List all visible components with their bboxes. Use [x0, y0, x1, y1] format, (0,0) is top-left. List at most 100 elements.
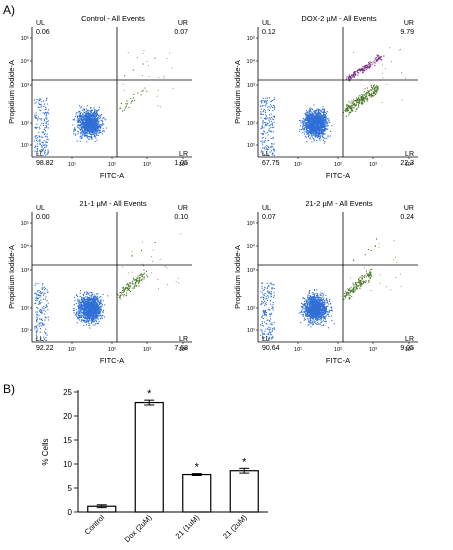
scatter-point-ll [91, 114, 93, 116]
scatter-point-ll [82, 114, 84, 116]
scatter-point-ll [82, 309, 84, 311]
scatter-point-ll [39, 303, 41, 305]
scatter-panel-21-1um: 21-1 µM - All Events 10¹ 10² 10³ 10⁴ 10⁵ 10⁴ 1… [0, 190, 226, 370]
scatter-point-lr [370, 96, 372, 98]
scatter-point-ll [98, 114, 100, 116]
scatter-point-ll [89, 123, 91, 125]
scatter-point-ll [89, 128, 91, 130]
scatter-point-ll [35, 127, 37, 129]
scatter-point-ll [34, 293, 36, 295]
scatter-point-ll [319, 110, 321, 112]
scatter-point-lr [127, 103, 129, 105]
scatter-point-ll [317, 131, 319, 133]
scatter-point-ll [89, 292, 91, 294]
scatter-point-ll [85, 324, 87, 326]
scatter-point-ll [41, 307, 43, 309]
scatter-point-lr [360, 97, 362, 99]
scatter-point-ll [317, 123, 319, 125]
scatter-point-ll [310, 135, 312, 137]
scatter-point-ll [319, 132, 321, 134]
scatter-point-ll [269, 107, 271, 109]
scatter-point-ll [268, 119, 270, 121]
scatter-point-ll [97, 300, 99, 302]
scatter-point-ur [349, 79, 351, 81]
scatter-point-ll [81, 127, 83, 129]
scatter-point-ll [98, 116, 100, 118]
scatter-point-outlier [405, 77, 406, 79]
scatter-point-ll [95, 110, 97, 112]
scatter-point-ll [93, 124, 95, 126]
scatter-point-ll [78, 317, 80, 319]
y-tick-label: 10¹ [21, 143, 29, 149]
scatter-point-ll [78, 307, 80, 309]
scatter-point-ll [36, 150, 38, 152]
scatter-point-ll [45, 305, 47, 307]
scatter-point-ll [46, 289, 48, 291]
scatter-point-ll [95, 123, 97, 125]
scatter-point-ll [83, 116, 85, 118]
scatter-point-ll [310, 114, 312, 116]
scatter-point-ll [36, 313, 38, 315]
scatter-point-ll [45, 296, 47, 298]
scatter-point-ll [47, 120, 49, 122]
scatter-point-ll [321, 123, 323, 125]
scatter-point-ll [78, 312, 80, 314]
scatter-point-ll [82, 309, 84, 311]
scatter-point-ll [83, 116, 85, 118]
scatter-point-ur [141, 249, 143, 251]
scatter-point-ll [38, 118, 40, 120]
scatter-point-ll [92, 112, 94, 114]
scatter-point-outlier [159, 259, 161, 260]
scatter-point-ll [78, 310, 80, 312]
scatter-panel-dox: DOX-2 µM - All Events 10¹ 10² 10³ 10⁴ 10⁵ 10⁴… [226, 5, 452, 185]
scatter-point-ll [264, 148, 266, 150]
scatter-point-ll [309, 137, 311, 139]
scatter-point-ll [310, 124, 312, 126]
scatter-point-ll [316, 135, 318, 137]
scatter-point-ll [320, 123, 322, 125]
scatter-point-lr [350, 105, 352, 107]
scatter-point-lr [370, 93, 372, 95]
scatter-point-ll [101, 315, 103, 317]
scatter-point-ll [85, 114, 87, 116]
scatter-point-ll [262, 133, 264, 135]
scatter-point-ll [319, 122, 321, 124]
scatter-point-ll [267, 153, 269, 155]
scatter-point-ll [273, 104, 275, 106]
scatter-point-ll [94, 140, 96, 142]
scatter-point-ll [87, 314, 89, 316]
scatter-point-ll [41, 141, 43, 143]
scatter-point-ll [308, 126, 310, 128]
scatter-point-ll [95, 133, 97, 135]
scatter-point-ll [79, 113, 81, 115]
scatter-point-ll [100, 131, 102, 133]
scatter-point-ll [78, 119, 80, 121]
scatter-point-ll [99, 296, 101, 298]
scatter-point-ll [93, 295, 95, 297]
scatter-point-ll [38, 139, 40, 141]
scatter-point-ll [35, 127, 37, 129]
scatter-point-ll [86, 318, 88, 320]
scatter-point-ur [365, 64, 367, 66]
scatter-point-ll [264, 146, 266, 148]
scatter-point-ll [80, 112, 82, 114]
scatter-point-ll [310, 132, 312, 134]
scatter-point-ll [324, 113, 326, 115]
scatter-point-ll [303, 119, 305, 121]
scatter-point-ll [320, 132, 322, 134]
scatter-point-lr [142, 274, 144, 276]
scatter-point-ur [383, 55, 385, 57]
scatter-point-ll [99, 307, 101, 309]
scatter-point-ll [81, 307, 83, 309]
scatter-point-ll [36, 118, 38, 120]
scatter-point-ll [39, 294, 41, 296]
scatter-point-lr [120, 292, 122, 294]
scatter-point-ll [87, 115, 89, 117]
scatter-point-ll [45, 135, 47, 137]
scatter-point-ll [263, 298, 265, 300]
scatter-point-ll [95, 319, 97, 321]
scatter-point-ll [34, 147, 36, 149]
scatter-point-ll [272, 303, 274, 305]
scatter-point-ll [328, 122, 330, 124]
scatter-point-ll [325, 118, 327, 120]
